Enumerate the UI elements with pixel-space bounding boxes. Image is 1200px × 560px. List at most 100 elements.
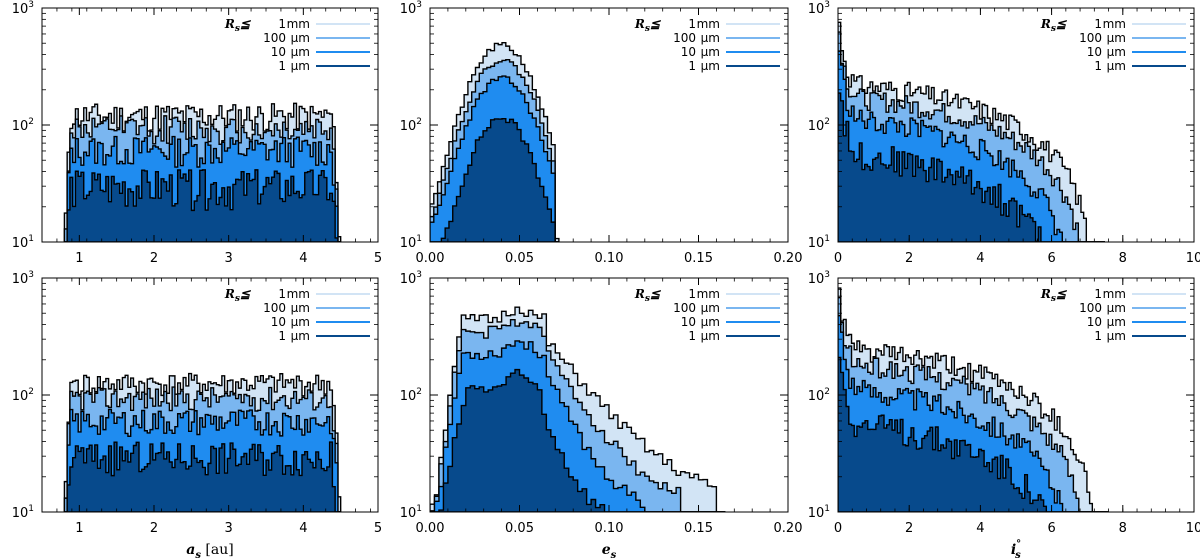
y-tick-label: 102 <box>808 387 830 404</box>
legend-unit: μm <box>291 329 310 343</box>
legend-value: 1 <box>688 59 696 73</box>
x-tick-label: 10 <box>1186 251 1200 266</box>
legend-unit: μm <box>1107 45 1126 59</box>
histogram-bars <box>838 287 1109 512</box>
legend-unit: μm <box>1107 31 1126 45</box>
legend-value: 100 <box>263 301 286 315</box>
legend-unit: mm <box>1103 287 1126 301</box>
legend-title: Rs≦ <box>224 287 252 304</box>
legend-value: 10 <box>271 315 286 329</box>
legend-title: Rs≦ <box>634 17 662 34</box>
legend-unit: μm <box>291 45 310 59</box>
legend-unit: μm <box>701 315 720 329</box>
y-tick-label: 102 <box>400 387 422 404</box>
x-tick-label: 0.15 <box>684 251 713 266</box>
x-tick-label: 2 <box>150 251 158 266</box>
histogram-series-4 <box>838 92 1105 242</box>
x-tick-label: 6 <box>1047 521 1055 536</box>
y-tick-label: 101 <box>808 234 830 251</box>
legend-unit: mm <box>697 287 720 301</box>
legend-unit: μm <box>1107 59 1126 73</box>
x-tick-label: 0.05 <box>505 251 534 266</box>
x-tick-label: 0.10 <box>595 521 624 536</box>
legend-value: 1 <box>278 287 286 301</box>
x-tick-label: 0.15 <box>684 521 713 536</box>
x-axis-label: es <box>602 542 617 560</box>
x-tick-label: 3 <box>225 521 233 536</box>
histogram-series-4 <box>430 368 726 512</box>
x-tick-label: 1 <box>75 251 83 266</box>
legend-unit: μm <box>701 301 720 315</box>
legend-unit: μm <box>701 59 720 73</box>
x-tick-label: 0.20 <box>774 251 803 266</box>
x-tick-label: 10 <box>1186 521 1200 536</box>
legend-unit: μm <box>291 301 310 315</box>
legend-value: 1 <box>688 329 696 343</box>
x-tick-label: 0.00 <box>416 251 445 266</box>
legend-title: Rs≦ <box>1040 287 1068 304</box>
x-tick-label: 8 <box>1119 251 1127 266</box>
legend-title: Rs≦ <box>634 287 662 304</box>
histogram-series-4 <box>430 118 559 242</box>
y-tick-label: 103 <box>400 0 422 17</box>
legend-value: 1 <box>1094 59 1102 73</box>
legend-value: 1 <box>688 287 696 301</box>
legend-value: 100 <box>263 31 286 45</box>
x-tick-label: 0.00 <box>416 521 445 536</box>
histogram-bars <box>838 21 1105 242</box>
legend-unit: μm <box>1107 301 1126 315</box>
histogram-series-4 <box>64 441 341 512</box>
x-tick-label: 0.20 <box>774 521 803 536</box>
legend-unit: mm <box>287 17 310 31</box>
x-tick-label: 2 <box>905 251 913 266</box>
y-tick-label: 101 <box>400 234 422 251</box>
legend-title: Rs≦ <box>1040 17 1068 34</box>
legend-value: 1 <box>1094 287 1102 301</box>
histogram-bars <box>430 42 560 242</box>
legend-value: 10 <box>681 45 696 59</box>
y-tick-label: 101 <box>808 504 830 521</box>
y-tick-label: 103 <box>12 0 34 17</box>
x-tick-label: 0.10 <box>595 251 624 266</box>
y-tick-label: 102 <box>12 387 34 404</box>
legend-value: 100 <box>673 301 696 315</box>
histogram-series-4 <box>838 356 1109 512</box>
legend-value: 1 <box>1094 17 1102 31</box>
x-tick-label: 0 <box>834 251 842 266</box>
panel-top-middle: 0.00 0.05 0.10 0.15 0.20101102103mm1Rs≦μm100… <box>400 0 803 266</box>
legend-value: 100 <box>1079 31 1102 45</box>
x-axis-label: as [au] <box>186 542 233 560</box>
histogram-series-4 <box>64 169 341 242</box>
x-tick-label: 2 <box>905 521 913 536</box>
legend-value: 1 <box>688 17 696 31</box>
y-tick-label: 103 <box>808 270 830 287</box>
legend-unit: mm <box>697 17 720 31</box>
legend-value: 100 <box>1079 301 1102 315</box>
legend-value: 10 <box>1087 45 1102 59</box>
x-tick-label: 2 <box>150 521 158 536</box>
histogram-bars <box>430 306 726 512</box>
x-tick-label: 0 <box>834 521 842 536</box>
y-tick-label: 103 <box>400 270 422 287</box>
legend-unit: mm <box>1103 17 1126 31</box>
legend-unit: μm <box>291 31 310 45</box>
x-tick-label: 6 <box>1047 251 1055 266</box>
legend-unit: μm <box>291 315 310 329</box>
legend-value: 10 <box>271 45 286 59</box>
x-tick-label: 4 <box>299 251 307 266</box>
x-tick-label: 4 <box>976 251 984 266</box>
y-tick-label: 102 <box>808 117 830 134</box>
y-tick-label: 103 <box>808 0 830 17</box>
histogram-bars <box>63 372 342 512</box>
x-tick-label: 5 <box>374 521 382 536</box>
legend-unit: μm <box>701 45 720 59</box>
legend-unit: μm <box>701 329 720 343</box>
